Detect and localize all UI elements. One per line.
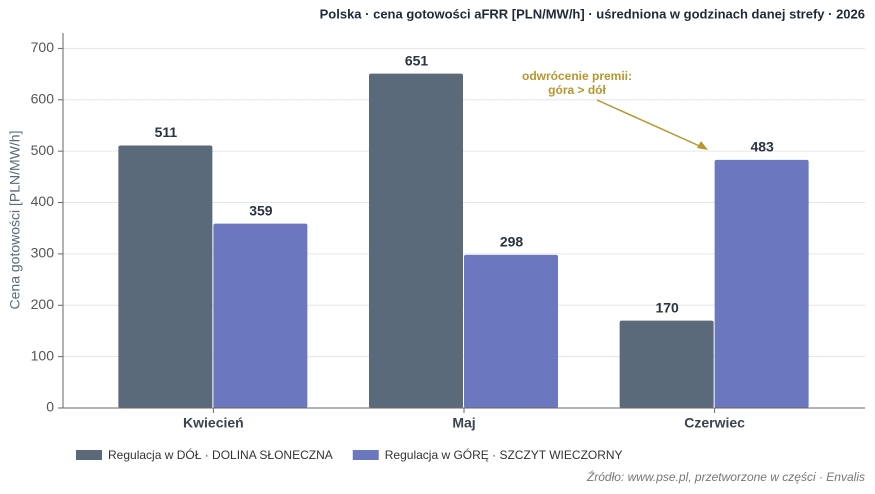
y-tick-label: 100	[31, 347, 55, 363]
bar	[464, 254, 558, 408]
value-label: 359	[249, 202, 273, 218]
annotation-text: odwrócenie premii:	[522, 69, 632, 83]
bar	[619, 320, 714, 408]
y-tick-label: 200	[31, 296, 55, 312]
y-tick-label: 0	[46, 399, 54, 415]
x-tick-label: Maj	[452, 415, 475, 431]
bar	[213, 223, 308, 408]
legend-swatch	[76, 450, 102, 460]
annotation-arrowhead	[697, 141, 708, 150]
y-axis-label: Cena gotowości [PLN/MW/h]	[7, 131, 23, 310]
y-tick-label: 400	[31, 193, 55, 209]
legend-swatch	[352, 450, 379, 460]
bar	[118, 145, 213, 408]
annotation-text: góra > dół	[548, 83, 606, 97]
value-label: 483	[750, 139, 774, 155]
legend-label: Regulacja w DÓŁ · DOLINA SŁONECZNA	[108, 447, 333, 462]
chart-title: Polska · cena gotowości aFRR [PLN/MW/h] …	[320, 6, 865, 21]
bar	[714, 159, 809, 408]
y-tick-label: 700	[31, 39, 55, 55]
value-label: 170	[655, 299, 679, 315]
legend-label: Regulacja w GÓRĘ · SZCZYT WIECZORNY	[385, 447, 623, 462]
annotation-arrow	[596, 99, 705, 149]
value-label: 511	[155, 124, 178, 140]
y-tick-label: 300	[31, 245, 55, 261]
y-tick-label: 600	[31, 90, 55, 106]
x-tick-label: Kwiecień	[183, 415, 244, 431]
x-tick-label: Czerwiec	[684, 415, 745, 431]
y-tick-label: 500	[31, 142, 55, 158]
value-label: 298	[500, 234, 524, 250]
value-label: 651	[405, 52, 429, 68]
source-note: Źródło: www.pse.pl, przetworzone w częśc…	[586, 469, 865, 484]
bar	[369, 73, 463, 409]
